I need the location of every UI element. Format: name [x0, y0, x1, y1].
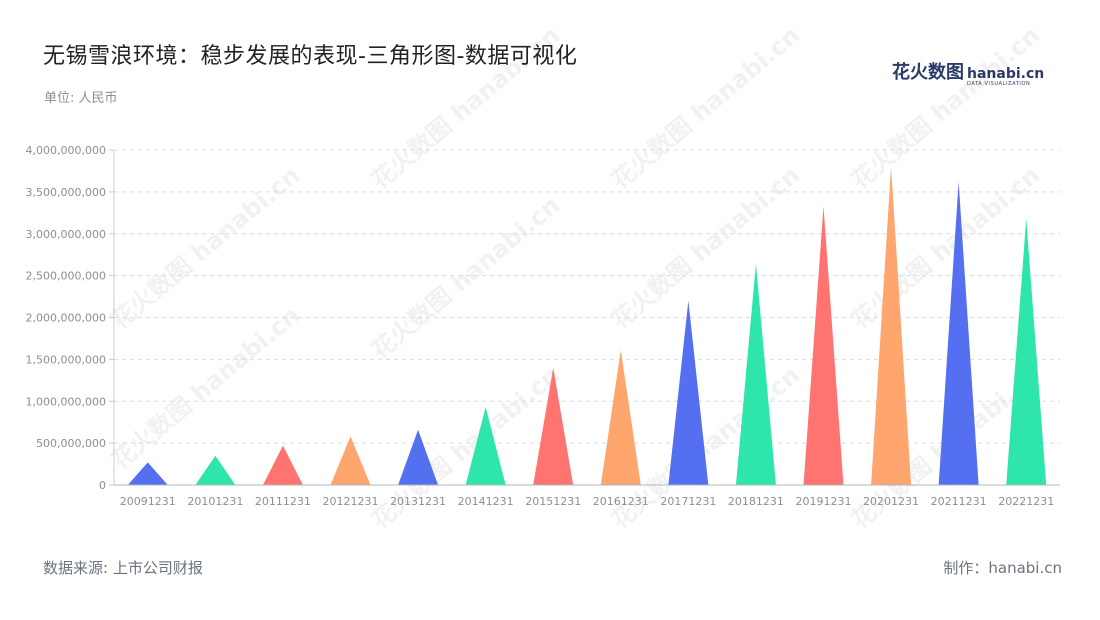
brand-logo: 花火数图 hanabi.cn DATA VISUALIZATION: [892, 58, 1044, 87]
triangle-bar: [398, 429, 439, 485]
y-tick-label: 2,500,000,000: [26, 270, 106, 283]
bar-series: [127, 166, 1047, 486]
watermark-text: 花火数图 hanabi.cn: [366, 361, 565, 535]
x-tick-label: 20171231: [660, 495, 716, 508]
triangle-bar: [195, 455, 236, 485]
watermark-text: 花火数图 hanabi.cn: [846, 21, 1045, 195]
x-tick-label: 20211231: [931, 495, 987, 508]
chart-title: 无锡雪浪环境：稳步发展的表现-三角形图-数据可视化: [43, 44, 578, 69]
y-tick-label: 1,500,000,000: [26, 353, 106, 366]
y-tick-label: 2,000,000,000: [26, 312, 106, 325]
triangle-bar: [668, 300, 709, 485]
triangle-bar: [938, 181, 979, 485]
watermark-text: 花火数图 hanabi.cn: [106, 301, 305, 475]
triangle-bar: [871, 166, 912, 485]
logo-en-block: hanabi.cn DATA VISUALIZATION: [967, 67, 1044, 87]
x-tick-label: 20221231: [998, 495, 1054, 508]
x-tick-label: 20151231: [525, 495, 581, 508]
x-tick-label: 20131231: [390, 495, 446, 508]
triangle-bar: [735, 263, 776, 485]
watermark-text: 花火数图 hanabi.cn: [606, 21, 805, 195]
triangle-bar: [262, 445, 303, 485]
x-tick-label: 20141231: [458, 495, 514, 508]
watermark-text: 花火数图 hanabi.cn: [106, 161, 305, 335]
unit-label: 单位: 人民币: [44, 91, 118, 106]
logo-en-text: hanabi.cn: [967, 66, 1045, 82]
x-tick-label: 20201231: [863, 495, 919, 508]
logo-cn-text: 花火数图: [892, 62, 964, 83]
x-tick-label: 20161231: [593, 495, 649, 508]
x-tick-label: 20101231: [187, 495, 243, 508]
triangle-bar: [533, 367, 574, 485]
watermark-text: 花火数图 hanabi.cn: [606, 161, 805, 335]
triangle-bar: [127, 462, 168, 485]
watermark-text: 花火数图 hanabi.cn: [606, 361, 805, 535]
y-tick-label: 3,500,000,000: [26, 186, 106, 199]
watermark-text: 花火数图 hanabi.cn: [846, 161, 1045, 335]
triangle-bar: [803, 206, 844, 486]
y-tick-label: 1,000,000,000: [26, 395, 106, 408]
grid-lines: [114, 149, 1060, 444]
y-tick-label: 4,000,000,000: [26, 144, 106, 157]
triangle-bar: [600, 350, 641, 485]
x-tick-label: 20121231: [323, 495, 379, 508]
x-tick-label: 20191231: [796, 495, 852, 508]
triangle-bar: [465, 407, 506, 485]
x-axis: 20091231 20101231 20111231 20121231 20131231…: [114, 484, 1060, 508]
y-axis: 0 500,000,000 1,000,000,000 1,500,000,000 2,…: [26, 144, 115, 492]
triangle-bar: [330, 436, 371, 485]
watermark-text: 花火数图 hanabi.cn: [366, 21, 565, 195]
logo-sub-text: DATA VISUALIZATION: [967, 81, 1031, 87]
x-tick-label: 20181231: [728, 495, 784, 508]
y-tick-label: 0: [99, 479, 106, 492]
x-tick-label: 20091231: [120, 495, 176, 508]
maker-credit: 制作：hanabi.cn: [943, 559, 1062, 577]
data-source: 数据来源: 上市公司财报: [43, 559, 203, 577]
y-tick-label: 500,000,000: [36, 437, 106, 450]
x-tick-label: 20111231: [255, 495, 311, 508]
watermark-text: 花火数图 hanabi.cn: [366, 191, 565, 365]
triangle-bar: [1006, 218, 1047, 486]
y-tick-label: 3,000,000,000: [26, 228, 106, 241]
